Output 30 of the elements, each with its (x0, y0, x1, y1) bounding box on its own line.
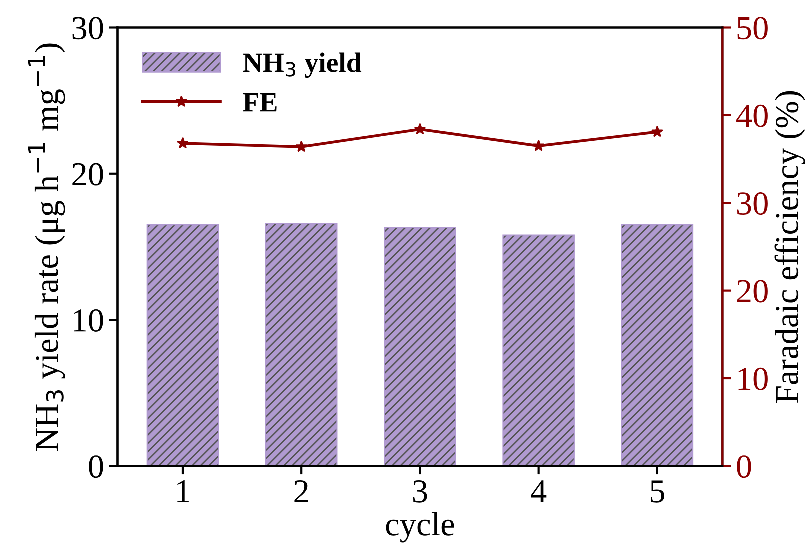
point (414, 123, 426, 135)
y2-tick-label: 20 (737, 280, 768, 303)
bar (502, 234, 575, 466)
y-tick-label: 10 (74, 309, 104, 332)
y-tick-label: 0 (89, 456, 104, 478)
y2-tick-label: 40 (736, 104, 768, 128)
y-tick-label: 20 (72, 163, 104, 186)
point (296, 140, 308, 152)
x-tick-label: 2 (294, 480, 308, 503)
point (177, 137, 189, 149)
x-tick-label: 1 (178, 480, 190, 503)
y2-tick-label: 0 (737, 456, 752, 478)
y-tick-label: 30 (72, 17, 104, 40)
y-axis-title: NH$_{3}$ yield rate (μg h$^{−1}$ mg$^{−1}$) (28, 44, 66, 452)
point (532, 140, 545, 152)
bar (384, 227, 456, 466)
x-tick-label: 3 (413, 480, 428, 503)
bar (621, 224, 694, 466)
legend-label: FE (243, 93, 277, 112)
bar (146, 224, 220, 466)
legend-label: NH$_{3}$ yield (243, 52, 362, 78)
point (651, 126, 664, 138)
y2-tick-label: 50 (738, 17, 768, 40)
y2-axis-title: Faradaic efficiency (%) (774, 91, 806, 404)
x-tick-label: 4 (531, 480, 547, 503)
bar (265, 223, 338, 466)
y2-tick-label: 30 (737, 192, 768, 216)
x-tick-label: 5 (651, 480, 664, 503)
y2-tick-label: 10 (738, 368, 768, 390)
x-axis-title: cycle (386, 512, 454, 543)
